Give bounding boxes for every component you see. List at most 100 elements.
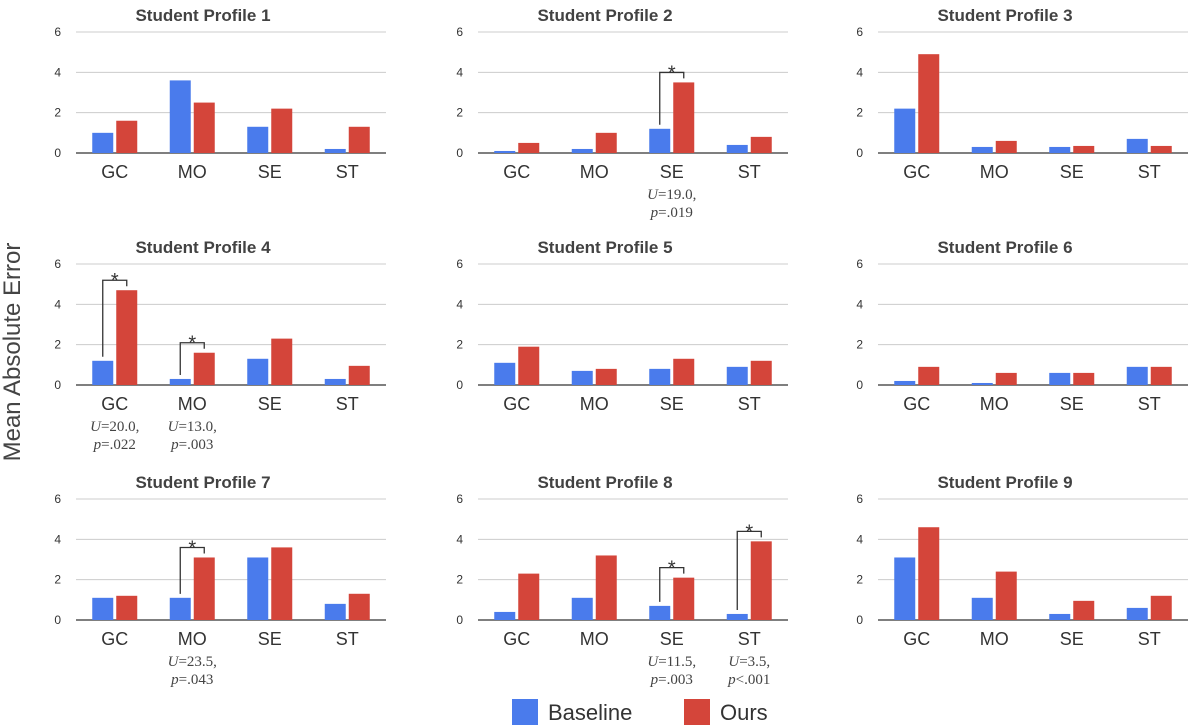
significance-star: * [111, 270, 119, 292]
bar-ours-gc [116, 595, 138, 620]
bar-ours-st [750, 360, 772, 385]
y-tick-label: 6 [456, 492, 463, 506]
y-tick-label: 4 [856, 297, 863, 311]
chart-panel-4: Student Profile 4 0 2 4 6 GC MO SE ST * U=20.0, p=.… [54, 238, 386, 453]
y-tick-label: 0 [456, 146, 463, 160]
bar-ours-st [348, 365, 370, 385]
bar-ours-st [348, 126, 370, 153]
y-axis-label: Mean Absolute Error [0, 243, 26, 462]
significance-bracket [102, 279, 128, 357]
bar-baseline-se [1049, 146, 1071, 153]
x-tick-label: GC [101, 629, 128, 649]
chart-panel-9: Student Profile 9 0 2 4 6 GC MO SE ST [856, 473, 1188, 649]
bar-ours-gc [116, 290, 138, 385]
bar-baseline-se [649, 128, 671, 153]
bar-baseline-mo [571, 597, 593, 620]
panel-title: Student Profile 5 [537, 238, 672, 257]
bar-ours-mo [595, 555, 617, 620]
bar-ours-se [673, 358, 695, 385]
bar-baseline-st [324, 603, 346, 620]
y-tick-label: 4 [856, 65, 863, 79]
bar-baseline-st [1126, 138, 1148, 153]
bar-baseline-gc [494, 611, 516, 620]
bar-ours-mo [193, 557, 215, 620]
significance-bracket [179, 546, 205, 594]
bar-baseline-gc [494, 362, 516, 385]
bar-baseline-mo [169, 80, 191, 153]
x-tick-label: MO [980, 162, 1009, 182]
significance-bracket [736, 530, 762, 610]
y-tick-label: 2 [856, 573, 863, 587]
x-tick-label: GC [503, 162, 530, 182]
significance-star: * [668, 558, 676, 580]
y-tick-label: 0 [856, 613, 863, 627]
legend-label-ours: Ours [720, 700, 768, 725]
bar-baseline-mo [571, 148, 593, 153]
bar-baseline-st [726, 366, 748, 385]
bar-ours-se [673, 577, 695, 620]
bar-ours-gc [518, 142, 540, 153]
bar-baseline-se [649, 605, 671, 620]
bar-baseline-mo [571, 370, 593, 385]
bar-ours-st [348, 593, 370, 620]
y-tick-label: 6 [456, 257, 463, 271]
bar-baseline-gc [894, 108, 916, 153]
x-tick-label: ST [738, 162, 761, 182]
x-tick-label: MO [178, 162, 207, 182]
bar-baseline-st [1126, 607, 1148, 620]
panel-title: Student Profile 2 [537, 6, 672, 25]
legend: Baseline Ours [512, 699, 768, 725]
x-tick-label: GC [503, 394, 530, 414]
bar-baseline-gc [92, 360, 114, 385]
x-tick-label: MO [980, 394, 1009, 414]
y-tick-label: 0 [856, 146, 863, 160]
x-tick-label: GC [903, 394, 930, 414]
bar-baseline-st [726, 613, 748, 620]
x-tick-label: MO [580, 394, 609, 414]
bar-baseline-gc [894, 380, 916, 385]
bar-ours-st [1150, 595, 1172, 620]
y-tick-label: 6 [856, 492, 863, 506]
bar-baseline-mo [169, 597, 191, 620]
y-tick-label: 0 [456, 613, 463, 627]
bar-baseline-mo [971, 382, 993, 385]
significance-bracket [179, 342, 205, 375]
x-tick-label: MO [178, 394, 207, 414]
y-tick-label: 4 [456, 532, 463, 546]
chart-panel-2: Student Profile 2 0 2 4 6 GC MO SE ST * U=19.0, p=.… [456, 6, 788, 221]
stat-u-value: U=3.5, [728, 654, 770, 670]
x-tick-label: ST [1138, 162, 1161, 182]
y-tick-label: 2 [54, 106, 61, 120]
bar-baseline-mo [971, 597, 993, 620]
bar-baseline-gc [894, 557, 916, 620]
panel-title: Student Profile 4 [135, 238, 271, 257]
bar-ours-mo [595, 368, 617, 385]
bar-ours-se [271, 108, 293, 153]
x-tick-label: ST [738, 394, 761, 414]
x-tick-label: ST [336, 394, 359, 414]
x-tick-label: ST [738, 629, 761, 649]
x-tick-label: ST [1138, 394, 1161, 414]
y-tick-label: 6 [456, 25, 463, 39]
panel-title: Student Profile 7 [135, 473, 270, 492]
y-tick-label: 2 [456, 573, 463, 587]
stat-p-value: p=.043 [170, 672, 213, 688]
chart-panel-7: Student Profile 7 0 2 4 6 GC MO SE ST * U=23.5, p=.… [54, 473, 386, 688]
y-tick-label: 4 [54, 297, 61, 311]
bar-baseline-se [247, 358, 269, 385]
stat-u-value: U=20.0, [90, 419, 139, 435]
bar-ours-se [673, 82, 695, 153]
stat-p-value: p=.003 [650, 672, 693, 688]
y-tick-label: 4 [456, 297, 463, 311]
stat-p-value: p=.003 [170, 437, 213, 453]
y-tick-label: 6 [54, 25, 61, 39]
chart-panel-6: Student Profile 6 0 2 4 6 GC MO SE ST [856, 238, 1188, 414]
y-tick-label: 0 [856, 378, 863, 392]
bar-baseline-mo [169, 378, 191, 385]
x-tick-label: GC [101, 394, 128, 414]
chart-panel-1: Student Profile 1 0 2 4 6 GC MO SE ST [54, 6, 386, 182]
bar-ours-st [750, 136, 772, 153]
bar-ours-mo [995, 140, 1017, 153]
y-tick-label: 6 [856, 257, 863, 271]
